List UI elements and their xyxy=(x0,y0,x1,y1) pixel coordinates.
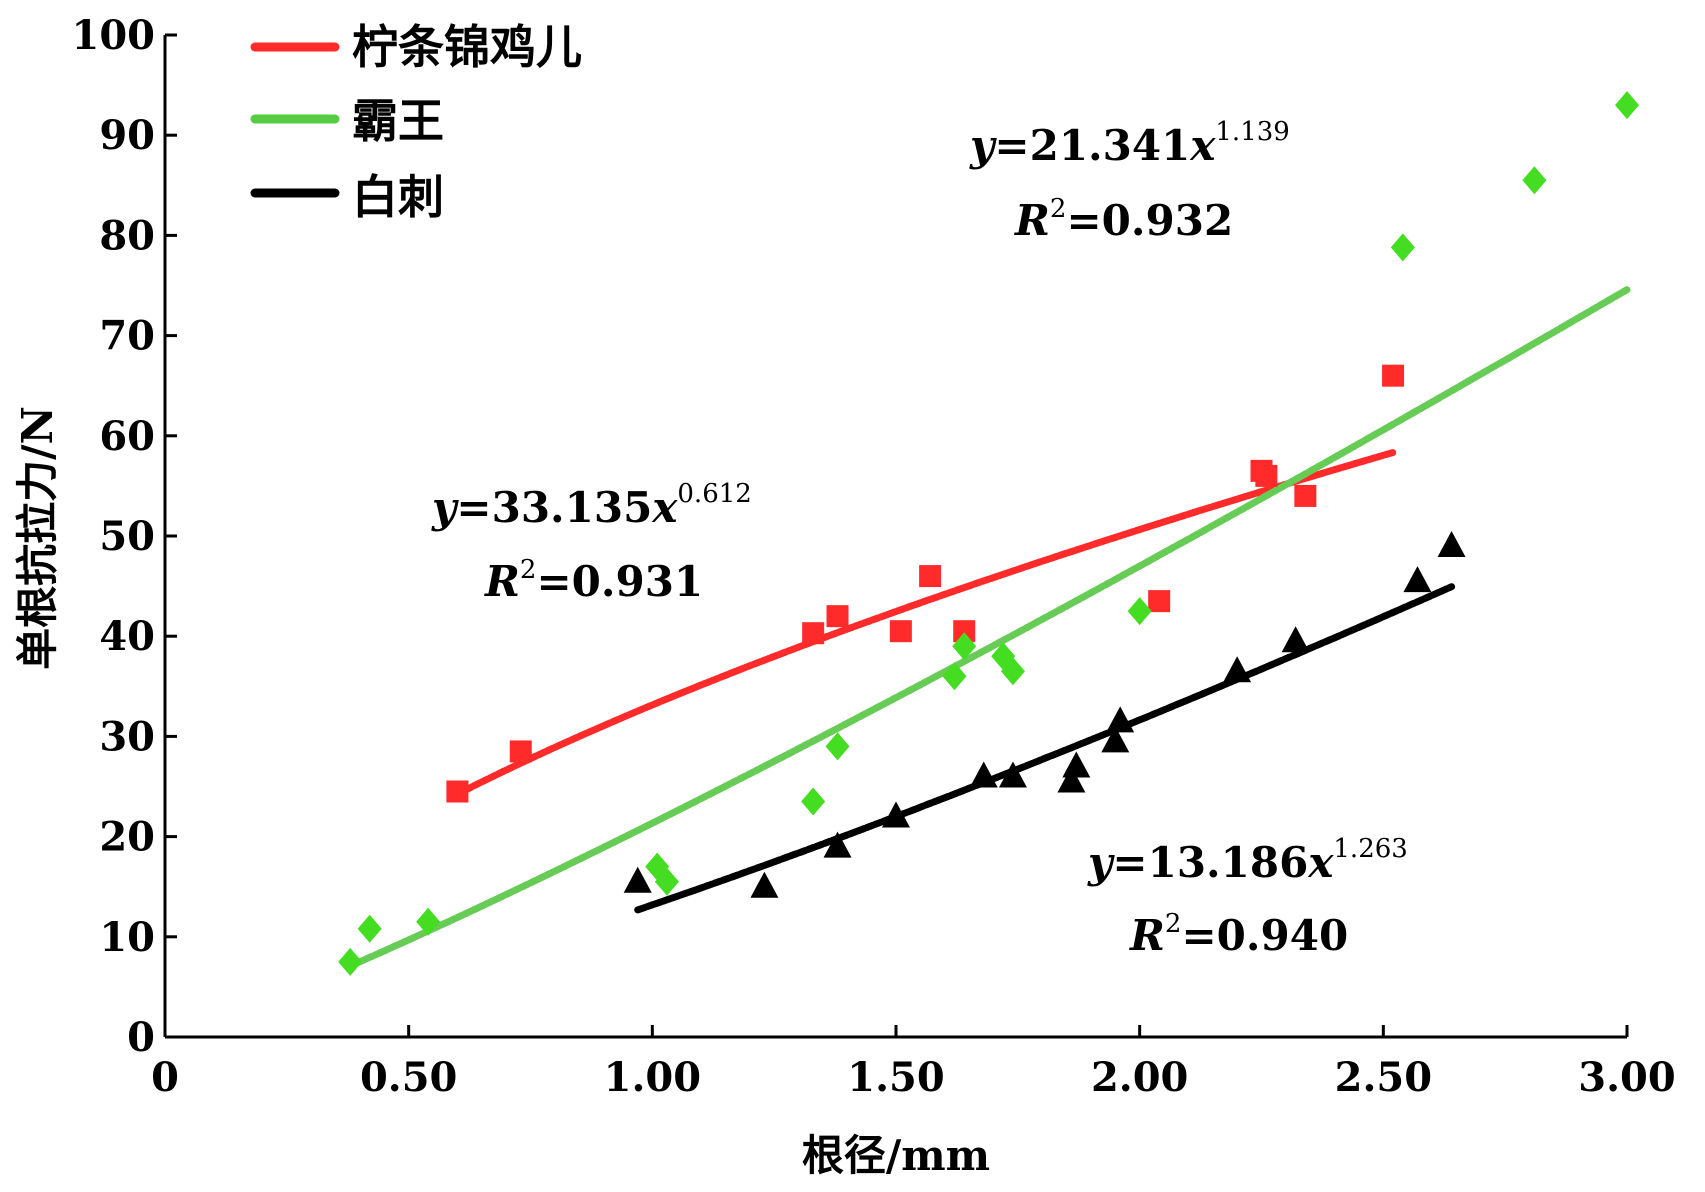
y-tick-label: 0 xyxy=(127,1014,155,1061)
fit-line-series-0 xyxy=(453,449,1397,798)
equation-zygophyllum: y=21.341x1.139 R2=0.932 xyxy=(969,117,1290,245)
data-point-series-1 xyxy=(1615,91,1639,120)
data-point-series-1 xyxy=(942,662,967,691)
data-point-series-0 xyxy=(446,780,469,803)
data-point-series-1 xyxy=(654,867,679,896)
data-point-series-2 xyxy=(750,871,779,898)
x-tick-label: 0.50 xyxy=(360,1054,457,1101)
x-tick-label: 1.00 xyxy=(604,1054,701,1101)
y-tick-label: 20 xyxy=(99,814,155,861)
data-point-series-2 xyxy=(882,801,910,828)
equation-caragana: y=33.135x0.612 R2=0.931 xyxy=(431,479,752,606)
y-tick-label: 60 xyxy=(99,413,155,460)
svg-text:R2=0.932: R2=0.932 xyxy=(1014,194,1233,245)
svg-text:y=13.186x1.263: y=13.186x1.263 xyxy=(1087,834,1408,887)
y-axis-label: 单根抗拉力/N xyxy=(13,406,62,670)
legend: 柠条锦鸡儿 霸王 白刺 xyxy=(250,20,582,224)
y-tick-label: 70 xyxy=(99,313,155,360)
data-point-series-1 xyxy=(1127,597,1152,626)
data-point-series-0 xyxy=(826,605,849,628)
y-tick-label: 100 xyxy=(72,12,156,59)
data-point-series-2 xyxy=(1106,706,1135,733)
data-point-series-0 xyxy=(802,622,825,645)
data-point-series-0 xyxy=(1294,484,1317,507)
data-points xyxy=(338,91,1639,976)
y-tick-label: 30 xyxy=(99,713,155,760)
data-point-series-2 xyxy=(998,761,1027,788)
data-point-series-0 xyxy=(1382,364,1405,387)
data-point-series-2 xyxy=(623,866,652,893)
legend-label-caragana: 柠条锦鸡儿 xyxy=(352,20,582,74)
fit-line-series-1 xyxy=(346,286,1631,970)
x-tick-label: 2.00 xyxy=(1091,1054,1188,1101)
data-point-series-1 xyxy=(825,732,850,761)
data-point-series-0 xyxy=(1148,590,1171,613)
y-tick-label: 50 xyxy=(99,513,155,560)
data-point-series-1 xyxy=(1522,166,1547,195)
y-tick-label: 10 xyxy=(99,914,155,961)
equation-nitraria: y=13.186x1.263 R2=0.940 xyxy=(1087,834,1408,960)
data-point-series-1 xyxy=(357,914,382,943)
data-point-series-2 xyxy=(1062,751,1091,778)
x-tick-label: 3.00 xyxy=(1578,1054,1675,1101)
fit-lines xyxy=(346,286,1631,970)
data-point-series-0 xyxy=(919,565,942,588)
data-point-series-1 xyxy=(1000,657,1025,686)
data-point-series-0 xyxy=(509,740,532,763)
y-tick-label: 80 xyxy=(99,212,155,259)
data-point-series-0 xyxy=(1255,464,1278,487)
svg-text:y=21.341x1.139: y=21.341x1.139 xyxy=(969,117,1290,170)
data-point-series-2 xyxy=(823,831,852,858)
data-point-series-2 xyxy=(1437,531,1466,558)
y-tick-label: 90 xyxy=(99,112,155,159)
data-point-series-2 xyxy=(1057,766,1086,793)
x-tick-label: 2.50 xyxy=(1335,1054,1432,1101)
data-point-series-0 xyxy=(953,620,976,643)
data-point-series-1 xyxy=(952,632,977,661)
data-point-series-1 xyxy=(1390,233,1415,262)
data-point-series-2 xyxy=(1223,656,1252,683)
data-point-series-1 xyxy=(338,947,363,976)
fit-line-series-2 xyxy=(634,583,1456,914)
svg-text:R2=0.940: R2=0.940 xyxy=(1129,909,1348,960)
data-point-series-2 xyxy=(1403,566,1432,593)
x-tick-label: 0 xyxy=(151,1054,179,1101)
legend-label-zygophyllum: 霸王 xyxy=(352,94,444,148)
data-point-series-0 xyxy=(889,620,912,643)
svg-text:y=33.135x0.612: y=33.135x0.612 xyxy=(431,479,752,532)
y-ticks: 0 10 20 30 40 50 60 70 80 90 100 xyxy=(72,12,177,1061)
data-point-series-1 xyxy=(416,907,441,936)
y-tick-label: 40 xyxy=(99,613,155,660)
x-tick-label: 1.50 xyxy=(847,1054,944,1101)
data-point-series-2 xyxy=(1101,726,1130,753)
x-ticks: 0 0.50 1.00 1.50 2.00 2.50 3.00 xyxy=(151,1025,1676,1101)
x-axis-label: 根径/mm xyxy=(802,1131,990,1180)
data-point-series-2 xyxy=(969,761,998,788)
data-point-series-1 xyxy=(801,787,826,816)
legend-label-nitraria: 白刺 xyxy=(352,170,444,224)
data-point-series-2 xyxy=(1281,626,1310,653)
svg-text:R2=0.931: R2=0.931 xyxy=(484,555,703,606)
